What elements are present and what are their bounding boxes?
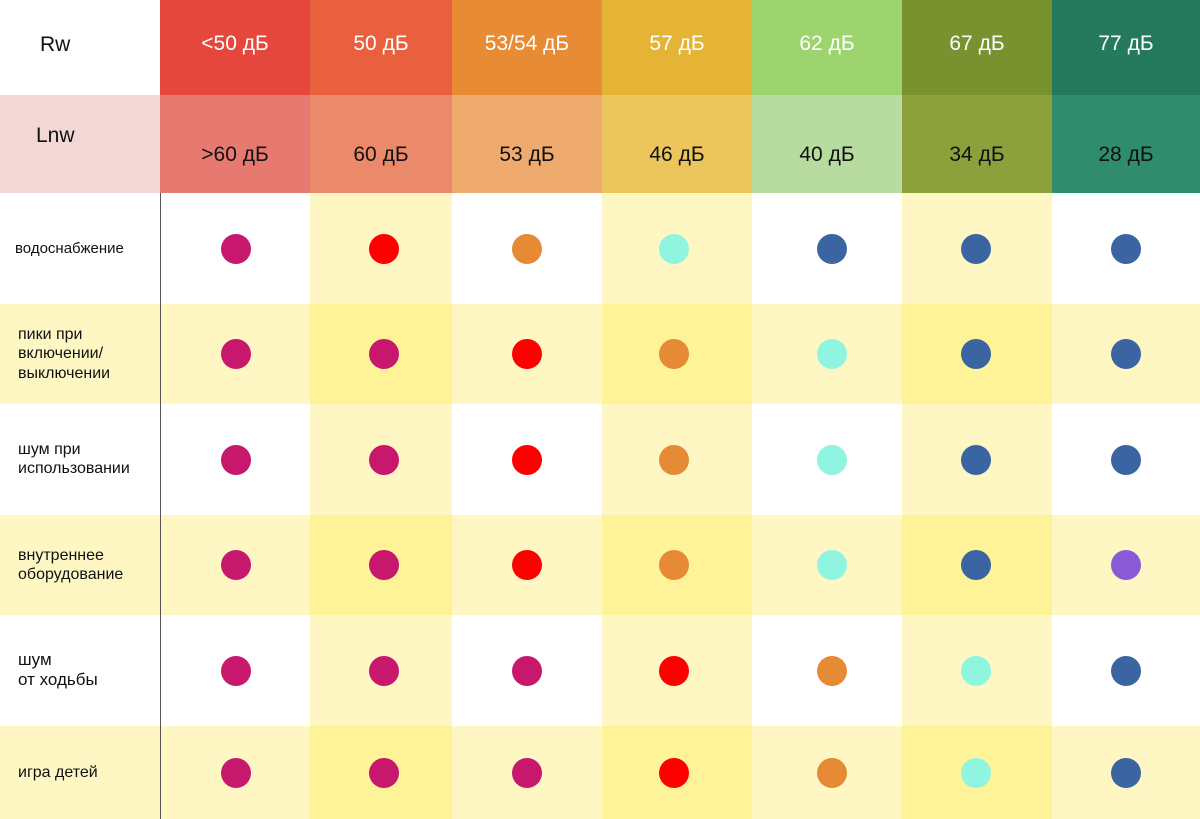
- rating-dot-orange: [817, 655, 847, 686]
- rating-dot-cyan: [961, 655, 991, 686]
- row-label-cell: [0, 193, 160, 304]
- lnw-header-cell: [602, 95, 752, 193]
- rating-dot-red: [659, 757, 689, 788]
- rw-value: 67 дБ: [949, 32, 1005, 55]
- row-label-line: включении/: [18, 345, 104, 363]
- rw-header-cell: [452, 0, 602, 95]
- row-label-line: от ходьбы: [18, 670, 98, 690]
- row-label-cell: [0, 615, 160, 726]
- row-label: водоснабжение: [15, 240, 124, 258]
- rating-dot-blue: [961, 444, 991, 475]
- rw-header-cell: [902, 0, 1052, 95]
- rating-dot-cyan: [961, 757, 991, 788]
- lnw-value: >60 дБ: [201, 143, 269, 166]
- lnw-header-cell: [902, 95, 1052, 193]
- rw-value: <50 дБ: [201, 32, 269, 55]
- row-label: внутреннее оборудование: [18, 546, 123, 584]
- lnw-label-cell: [0, 95, 160, 193]
- rating-dot-cyan: [817, 444, 847, 475]
- rating-dot-cyan: [659, 233, 689, 264]
- rating-dot-orange: [659, 550, 689, 580]
- row-label: шум при использовании: [18, 440, 130, 478]
- lnw-header-cell: [160, 95, 310, 193]
- rating-dot-blue: [1111, 233, 1141, 264]
- rating-dot-magenta: [221, 444, 251, 475]
- rating-dot-red: [512, 550, 542, 580]
- row-label-line: шум при: [18, 441, 81, 459]
- rating-dot-magenta: [369, 444, 399, 475]
- rating-dot-red: [369, 233, 399, 264]
- rw-label-cell: [0, 0, 160, 95]
- rating-dot-orange: [659, 339, 689, 369]
- lnw-value: 40 дБ: [799, 143, 855, 166]
- row-label-line: игра детей: [18, 763, 98, 781]
- rating-dot-magenta: [221, 550, 251, 580]
- lnw-value: 60 дБ: [353, 143, 409, 166]
- rw-value: 77 дБ: [1098, 32, 1154, 55]
- rating-dot-blue: [1111, 444, 1141, 475]
- rw-header-cell: [1052, 0, 1200, 95]
- row-label: пики при включении/выключении: [18, 325, 110, 383]
- rating-dot-magenta: [512, 757, 542, 788]
- lnw-header-cell: [452, 95, 602, 193]
- row-label-line: использовании: [18, 460, 130, 478]
- lnw-value: 28 дБ: [1098, 143, 1154, 166]
- rating-dot-blue: [1111, 655, 1141, 686]
- rating-dot-magenta: [221, 339, 251, 369]
- rating-dot-red: [512, 444, 542, 475]
- rw-value: 53/54 дБ: [484, 32, 570, 55]
- lnw-value: 46 дБ: [649, 143, 705, 166]
- rw-header-cell: [160, 0, 310, 95]
- rating-dot-purple: [1111, 550, 1141, 580]
- rating-dot-blue: [961, 550, 991, 580]
- rating-dot-blue: [1111, 339, 1141, 369]
- rating-dot-orange: [817, 757, 847, 788]
- rw-header-cell: [602, 0, 752, 95]
- rating-dot-red: [512, 339, 542, 369]
- rw-header-cell: [752, 0, 902, 95]
- rating-dot-magenta: [369, 550, 399, 580]
- rw-value: 57 дБ: [649, 32, 705, 55]
- row-label-line: оборудование: [18, 565, 124, 583]
- row-label-cell: [0, 726, 160, 819]
- row-label: игра детей: [18, 763, 98, 782]
- rating-dot-magenta: [369, 757, 399, 788]
- lnw-header-cell: [1052, 95, 1200, 193]
- rating-dot-cyan: [817, 339, 847, 369]
- row-label-cell: [0, 304, 160, 404]
- rating-dot-magenta: [369, 339, 399, 369]
- rating-dot-magenta: [221, 655, 251, 686]
- rating-dot-blue: [1111, 757, 1141, 788]
- rating-dot-blue: [817, 233, 847, 264]
- rating-dot-magenta: [221, 233, 251, 264]
- label-column-divider: [160, 193, 161, 819]
- row-label-line: внутреннее: [18, 546, 104, 564]
- rating-dot-orange: [512, 233, 542, 264]
- row-label-cell: [0, 404, 160, 515]
- row-label-line: выключении: [18, 364, 111, 382]
- rating-dot-blue: [961, 339, 991, 369]
- row-label: шум от ходьбы: [18, 650, 98, 691]
- lnw-value: 53 дБ: [499, 143, 555, 166]
- row-label-line: пики при: [18, 326, 83, 344]
- rw-value: 62 дБ: [799, 32, 855, 55]
- rw-header-cell: [310, 0, 452, 95]
- rating-dot-red: [659, 655, 689, 686]
- rw-label: Rw: [40, 33, 71, 56]
- lnw-value: 34 дБ: [949, 143, 1005, 166]
- rating-dot-orange: [659, 444, 689, 475]
- row-label-line: шум: [18, 650, 52, 670]
- rating-dot-cyan: [817, 550, 847, 580]
- lnw-header-cell: [310, 95, 452, 193]
- rating-dot-magenta: [369, 655, 399, 686]
- rating-dot-blue: [961, 233, 991, 264]
- row-label-cell: [0, 515, 160, 615]
- rating-dot-magenta: [221, 757, 251, 788]
- rw-value: 50 дБ: [353, 32, 409, 55]
- lnw-header-cell: [752, 95, 902, 193]
- lnw-label: Lnw: [36, 124, 75, 147]
- row-label-line: водоснабжение: [15, 239, 124, 257]
- rating-dot-magenta: [512, 655, 542, 686]
